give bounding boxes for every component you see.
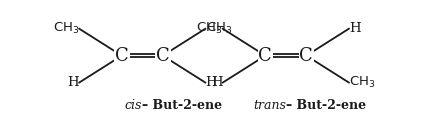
Text: H: H (206, 76, 217, 89)
Text: trans: trans (253, 99, 286, 112)
Text: H: H (349, 22, 361, 35)
Text: H: H (211, 76, 223, 89)
Text: $\mathregular{CH_3}$: $\mathregular{CH_3}$ (196, 21, 223, 36)
Text: – But-2-ene: – But-2-ene (286, 99, 366, 112)
Text: C: C (115, 47, 129, 65)
Text: H: H (67, 76, 79, 89)
Text: C: C (299, 47, 313, 65)
Text: – But-2-ene: – But-2-ene (142, 99, 222, 112)
Text: $\mathregular{CH_3}$: $\mathregular{CH_3}$ (206, 21, 232, 36)
Text: C: C (258, 47, 272, 65)
Text: $\mathregular{CH_3}$: $\mathregular{CH_3}$ (52, 21, 79, 36)
Text: cis: cis (125, 99, 142, 112)
Text: $\mathregular{CH_3}$: $\mathregular{CH_3}$ (349, 75, 376, 90)
Text: C: C (156, 47, 170, 65)
